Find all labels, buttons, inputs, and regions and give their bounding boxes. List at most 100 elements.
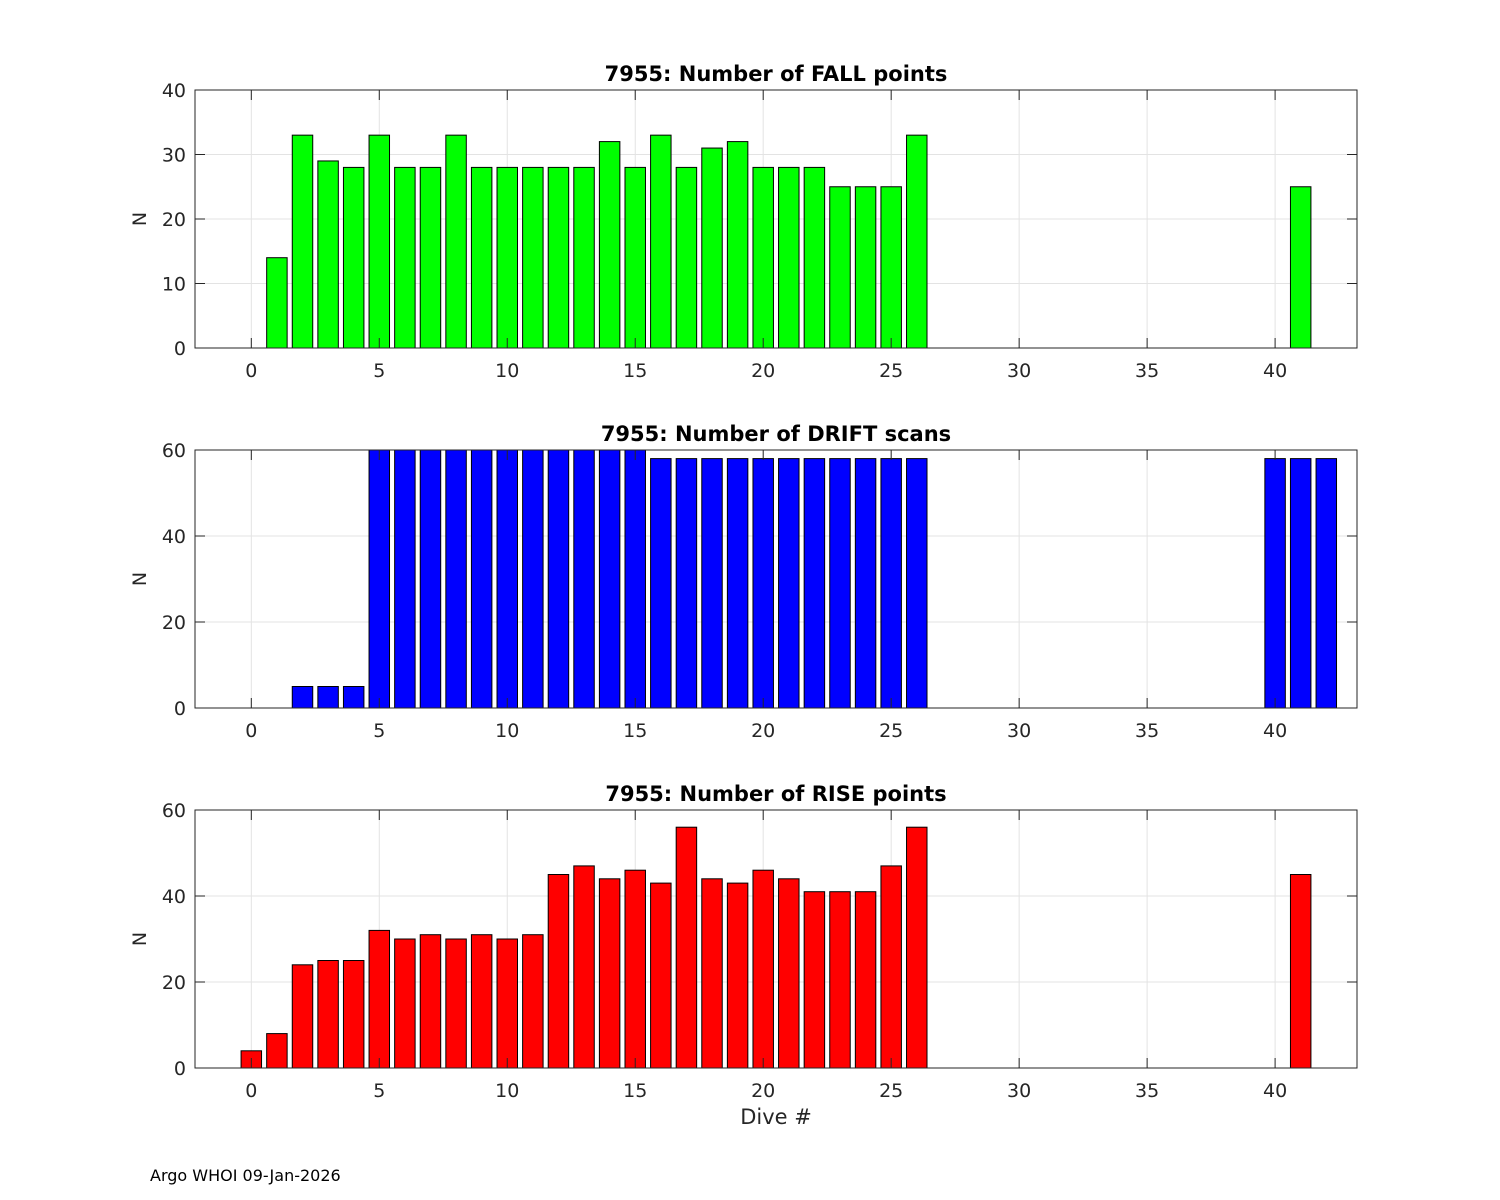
bar — [650, 882, 672, 1068]
bar — [266, 257, 288, 348]
bar-series — [214, 450, 1338, 708]
y-tick-label: 0 — [174, 1058, 186, 1080]
bar — [573, 450, 595, 708]
x-tick-label: 25 — [879, 720, 903, 742]
bar — [547, 450, 570, 708]
bar — [266, 1033, 288, 1068]
bar — [880, 458, 902, 708]
bar — [291, 134, 314, 348]
bar — [675, 166, 698, 348]
x-tick-label: 20 — [751, 1080, 775, 1102]
bar — [496, 450, 518, 708]
bar — [419, 934, 442, 1068]
bar — [522, 450, 544, 708]
y-tick-label: 20 — [162, 209, 186, 231]
bar — [547, 166, 570, 348]
bar — [829, 458, 851, 708]
bar — [880, 186, 902, 348]
x-tick-label: 15 — [623, 720, 647, 742]
x-tick-label: 0 — [245, 1080, 257, 1102]
bar — [598, 450, 621, 708]
x-tick-label: 20 — [751, 360, 775, 382]
bar — [470, 166, 493, 348]
bar — [675, 458, 698, 708]
bar — [317, 960, 339, 1068]
bar — [624, 869, 646, 1068]
chart-panel-1: 0 5 10 15 20 25 30 35 40 0 10 20 30 40 7955: Number of… — [129, 62, 1358, 382]
bar — [394, 450, 416, 708]
y-axis-label: N — [129, 932, 151, 946]
bar — [829, 186, 851, 348]
x-tick-label: 35 — [1135, 360, 1159, 382]
bar — [496, 166, 518, 348]
bar — [342, 166, 365, 348]
y-tick-label: 40 — [162, 80, 186, 102]
y-tick-label: 30 — [162, 145, 186, 167]
bar — [906, 826, 928, 1068]
bar — [496, 938, 518, 1068]
bar-series — [266, 134, 1312, 348]
bar — [445, 134, 467, 348]
y-tick-label: 20 — [162, 612, 186, 634]
bar — [368, 929, 391, 1068]
axes-box — [194, 809, 1358, 1069]
bar — [368, 450, 391, 708]
y-tick-label: 20 — [162, 972, 186, 994]
x-tick-label: 10 — [495, 360, 519, 382]
x-tick-label: 5 — [373, 360, 385, 382]
x-tick-label: 0 — [245, 360, 257, 382]
bar — [445, 938, 467, 1068]
bar — [470, 450, 493, 708]
bar — [522, 166, 544, 348]
bar — [470, 934, 493, 1068]
bar — [573, 166, 595, 348]
chart-panel-3: 0 5 10 15 20 25 30 35 40 0 20 40 60 7955: Number of R… — [129, 782, 1358, 1129]
x-tick-label: 25 — [879, 360, 903, 382]
bar — [829, 891, 851, 1068]
chart-title: 7955: Number of RISE points — [605, 782, 946, 806]
bar — [1289, 874, 1312, 1068]
bar — [906, 458, 928, 708]
bar — [342, 960, 365, 1068]
y-tick-label: 60 — [162, 800, 186, 822]
bar — [650, 134, 672, 348]
bar — [778, 458, 800, 708]
x-tick-label: 30 — [1007, 1080, 1031, 1102]
bar — [752, 869, 774, 1068]
axes-box — [194, 449, 1358, 709]
chart-panel-2: 0 5 10 15 20 25 30 35 40 0 20 40 60 7955: Number of D… — [129, 422, 1358, 742]
bar — [880, 865, 902, 1068]
bar — [726, 458, 749, 708]
bar — [419, 166, 442, 348]
bar — [598, 878, 621, 1068]
footer-credit: Argo WHOI 09-Jan-2026 — [150, 1166, 341, 1185]
bar — [701, 458, 723, 708]
bar — [778, 166, 800, 348]
x-tick-label: 40 — [1263, 1080, 1287, 1102]
bar — [598, 141, 621, 348]
bar — [854, 458, 877, 708]
bar — [701, 147, 723, 348]
y-tick-label: 40 — [162, 526, 186, 548]
bar — [1264, 458, 1286, 708]
bar — [726, 882, 749, 1068]
x-tick-label: 5 — [373, 720, 385, 742]
bar — [650, 458, 672, 708]
bar — [1315, 458, 1338, 708]
x-tick-label: 10 — [495, 720, 519, 742]
y-axis-label: N — [129, 212, 151, 226]
y-tick-label: 60 — [162, 440, 186, 462]
x-tick-label: 30 — [1007, 360, 1031, 382]
bar — [419, 450, 442, 708]
y-axis-label: N — [129, 572, 151, 586]
x-tick-label: 15 — [623, 360, 647, 382]
chart-title: 7955: Number of DRIFT scans — [601, 422, 951, 446]
bar — [854, 186, 877, 348]
bar — [317, 686, 339, 708]
x-tick-label: 35 — [1135, 720, 1159, 742]
bar — [1289, 186, 1312, 348]
chart-title: 7955: Number of FALL points — [605, 62, 948, 86]
bar — [675, 826, 698, 1068]
bar — [854, 891, 877, 1068]
